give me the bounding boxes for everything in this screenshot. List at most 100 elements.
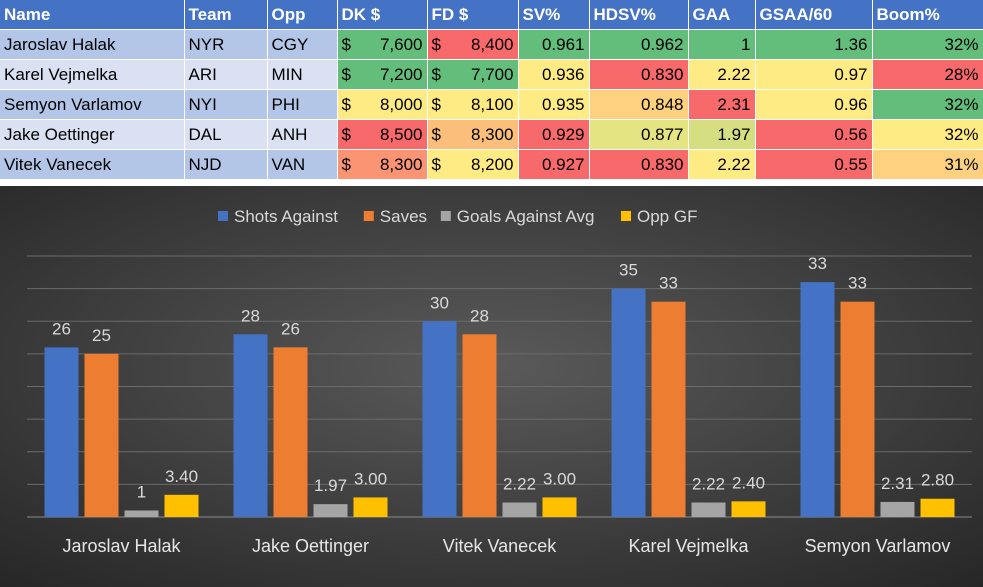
dk-amount: 7,200: [379, 64, 423, 84]
data-label: 26: [52, 319, 71, 338]
cell-name: Vitek Vanecek: [0, 149, 185, 179]
cell-gsaa: 0.55: [755, 149, 873, 179]
cell-gsaa: 0.56: [755, 119, 873, 150]
cell-team: ARI: [184, 59, 268, 90]
cell-opp: PHI: [267, 89, 338, 120]
legend-swatch: [363, 211, 374, 221]
cell-sv: 0.927: [518, 149, 590, 179]
cell-sv: 0.929: [518, 119, 590, 150]
cell-gsaa: 0.97: [755, 59, 873, 90]
header-dk-salary: DK $: [337, 0, 428, 30]
fd-amount: 8,200: [470, 154, 514, 174]
bar: [422, 321, 457, 517]
bar: [880, 501, 915, 517]
cell-dk: $7,600: [337, 29, 428, 60]
cell-gaa: 1: [688, 29, 756, 60]
data-label: 2.80: [921, 471, 954, 490]
cell-hdsv: 0.877: [589, 119, 689, 150]
data-label: 26: [281, 319, 300, 338]
header-hdsv-pct: HDSV%: [589, 0, 689, 30]
legend-label: Goals Against Avg: [457, 207, 595, 226]
cell-sv: 0.935: [518, 89, 590, 120]
currency-symbol: $: [341, 64, 351, 84]
goalie-bar-chart: Shots Against Saves Goals Against Avg Opp G…: [0, 186, 983, 587]
data-label: 33: [808, 254, 827, 273]
cell-name: Jaroslav Halak: [0, 29, 185, 60]
cell-opp: CGY: [267, 29, 338, 60]
legend-label: Opp GF: [637, 207, 697, 226]
legend-label: Shots Against: [234, 207, 338, 226]
cell-team: NYI: [184, 89, 268, 120]
cell-dk: $8,500: [337, 119, 428, 150]
table-row: Karel Vejmelka ARI MIN $7,200 $7,700 0.9…: [0, 59, 983, 90]
cell-fd: $8,200: [427, 149, 519, 179]
header-boom-pct: Boom%: [872, 0, 983, 30]
header-opp: Opp: [267, 0, 338, 30]
x-tick-label: Vitek Vanecek: [443, 536, 557, 556]
dk-amount: 7,600: [379, 34, 423, 54]
bar: [691, 502, 726, 517]
bar: [800, 282, 835, 517]
table-row: Semyon Varlamov NYI PHI $8,000 $8,100 0.…: [0, 89, 983, 120]
legend-label: Saves: [380, 207, 427, 226]
x-tick-label: Jaroslav Halak: [62, 536, 181, 556]
cell-name: Semyon Varlamov: [0, 89, 185, 120]
header-team: Team: [184, 0, 268, 30]
cell-gaa: 2.31: [688, 89, 756, 120]
cell-gaa: 1.97: [688, 119, 756, 150]
cell-opp: MIN: [267, 59, 338, 90]
fd-amount: 7,700: [470, 64, 514, 84]
bar: [502, 502, 537, 517]
cell-fd: $7,700: [427, 59, 519, 90]
header-fd-salary: FD $: [427, 0, 519, 30]
cell-hdsv: 0.848: [589, 89, 689, 120]
header-gsaa60: GSAA/60: [755, 0, 873, 30]
cell-gaa: 2.22: [688, 149, 756, 179]
currency-symbol: $: [341, 124, 351, 144]
currency-symbol: $: [341, 34, 351, 54]
bar: [353, 497, 388, 517]
cell-name: Jake Oettinger: [0, 119, 185, 150]
bar: [84, 353, 119, 517]
currency-symbol: $: [341, 154, 351, 174]
data-label: 1: [137, 482, 146, 501]
bar: [44, 347, 79, 517]
fd-amount: 8,100: [470, 94, 514, 114]
bar: [542, 497, 577, 517]
data-label: 2.22: [503, 475, 536, 494]
bar: [164, 494, 199, 517]
table-row: Jaroslav Halak NYR CGY $7,600 $8,400 0.9…: [0, 29, 983, 60]
data-label: 25: [92, 326, 111, 345]
cell-name: Karel Vejmelka: [0, 59, 185, 90]
cell-hdsv: 0.830: [589, 59, 689, 90]
cell-gaa: 2.22: [688, 59, 756, 90]
currency-symbol: $: [431, 94, 441, 114]
header-gaa: GAA: [688, 0, 756, 30]
currency-symbol: $: [431, 34, 441, 54]
cell-team: DAL: [184, 119, 268, 150]
header-name: Name: [0, 0, 185, 30]
table-header-row: Name Team Opp DK $ FD $ SV% HDSV% GAA GS…: [0, 0, 983, 30]
cell-dk: $8,000: [337, 89, 428, 120]
bar: [840, 301, 875, 517]
bar: [920, 498, 955, 517]
bar: [233, 334, 268, 517]
cell-hdsv: 0.962: [589, 29, 689, 60]
data-label: 33: [659, 274, 678, 293]
cell-sv: 0.936: [518, 59, 590, 90]
dk-amount: 8,500: [379, 124, 423, 144]
cell-fd: $8,300: [427, 119, 519, 150]
currency-symbol: $: [431, 64, 441, 84]
fd-amount: 8,300: [470, 124, 514, 144]
data-label: 2.40: [732, 473, 765, 492]
bar: [313, 504, 348, 517]
cell-team: NJD: [184, 149, 268, 179]
dk-amount: 8,300: [379, 154, 423, 174]
cell-gsaa: 0.96: [755, 89, 873, 120]
table-row: Vitek Vanecek NJD VAN $8,300 $8,200 0.92…: [0, 149, 983, 179]
cell-sv: 0.961: [518, 29, 590, 60]
cell-boom: 31%: [872, 149, 983, 179]
currency-symbol: $: [341, 94, 351, 114]
cell-boom: 32%: [872, 89, 983, 120]
legend-swatch: [218, 211, 228, 221]
